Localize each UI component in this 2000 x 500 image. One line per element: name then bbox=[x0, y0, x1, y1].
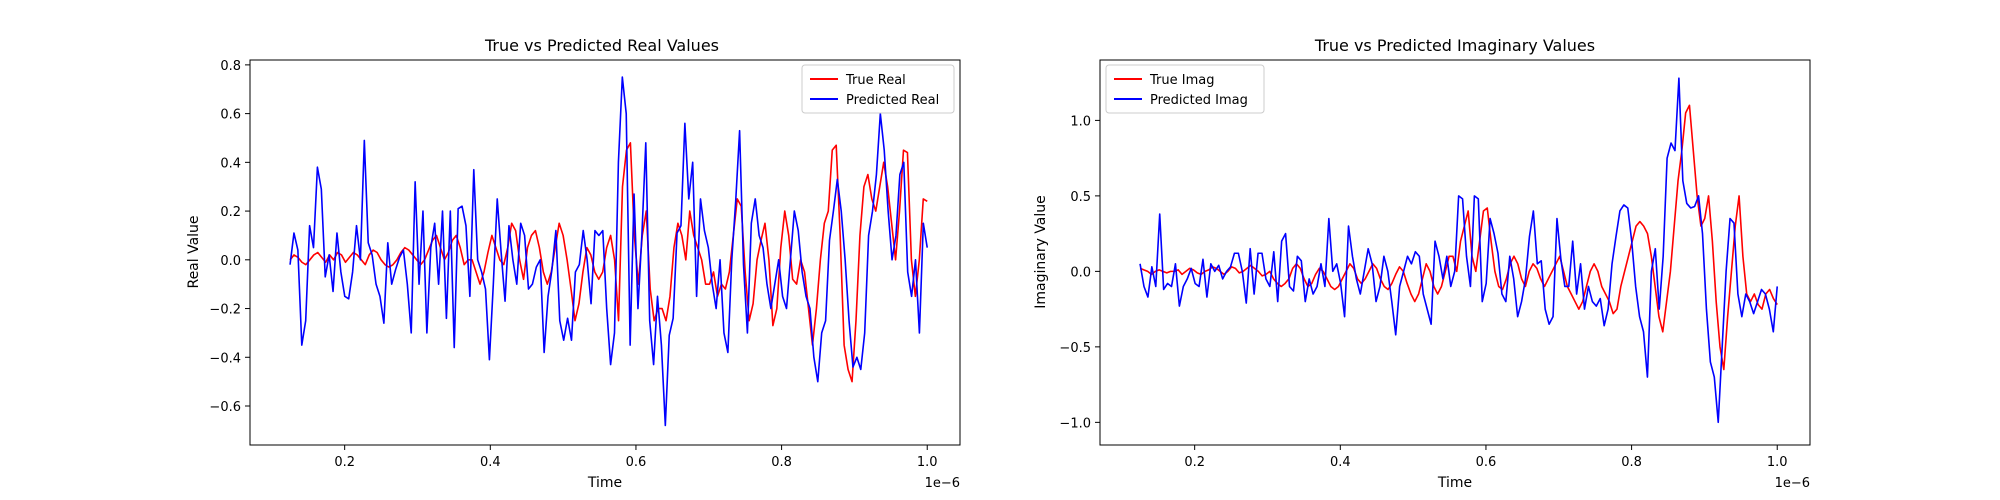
legend: True Imag Predicted Imag bbox=[1105, 64, 1265, 114]
x-tick-label: 0.8 bbox=[771, 455, 792, 470]
legend-label-predicted-imag: Predicted Imag bbox=[1150, 93, 1248, 108]
y-tick-label: −0.4 bbox=[209, 351, 241, 366]
y-tick-label: 1.0 bbox=[1070, 114, 1091, 129]
legend-box bbox=[801, 64, 955, 114]
y-tick-label: 0.0 bbox=[1070, 265, 1091, 280]
series-line-predicted-imag bbox=[1139, 77, 1779, 424]
series-layer bbox=[1139, 77, 1779, 424]
series-line-predicted-real bbox=[289, 76, 929, 427]
x-tick-label: 0.2 bbox=[1184, 455, 1205, 470]
x-axis-label: Time bbox=[587, 475, 622, 491]
x-ticks: 0.2 0.4 0.6 0.8 1.0 bbox=[334, 445, 938, 470]
y-tick-label: −1.0 bbox=[1059, 416, 1091, 431]
series-line-true-imag bbox=[1139, 104, 1778, 371]
y-tick-label: 0.5 bbox=[1070, 190, 1091, 205]
y-ticks: −1.0 −0.5 0.0 0.5 1.0 bbox=[1059, 114, 1100, 431]
y-tick-label: −0.6 bbox=[209, 400, 241, 415]
chart-title: True vs Predicted Real Values bbox=[484, 36, 719, 55]
y-tick-label: 0.8 bbox=[220, 59, 241, 74]
y-ticks: −0.6 −0.4 −0.2 0.0 0.2 0.4 0.6 0.8 bbox=[209, 59, 250, 415]
legend-label-true-real: True Real bbox=[845, 73, 906, 88]
y-tick-label: 0.4 bbox=[220, 156, 241, 171]
chart-title: True vs Predicted Imaginary Values bbox=[1314, 36, 1595, 55]
legend: True Real Predicted Real bbox=[801, 64, 955, 114]
y-axis-label: Imaginary Value bbox=[1033, 195, 1049, 309]
series-line-true-real bbox=[289, 142, 928, 383]
x-tick-label: 0.6 bbox=[1476, 455, 1497, 470]
plot-frame bbox=[249, 59, 961, 446]
x-tick-label: 0.4 bbox=[1330, 455, 1351, 470]
series-layer bbox=[289, 76, 929, 427]
x-tick-label: 1.0 bbox=[917, 455, 938, 470]
y-tick-label: 0.2 bbox=[220, 205, 241, 220]
y-tick-label: 0.6 bbox=[220, 108, 241, 123]
x-tick-label: 0.4 bbox=[480, 455, 501, 470]
y-tick-label: 0.0 bbox=[220, 254, 241, 269]
x-tick-label: 0.2 bbox=[334, 455, 355, 470]
x-tick-label: 0.8 bbox=[1621, 455, 1642, 470]
x-axis-label: Time bbox=[1437, 475, 1472, 491]
x-offset-label: 1e−6 bbox=[1775, 476, 1810, 491]
legend-label-predicted-real: Predicted Real bbox=[846, 93, 939, 108]
imaginary-values-panel: True vs Predicted Imaginary Values 0.2 0.… bbox=[1033, 36, 1811, 491]
x-tick-label: 1.0 bbox=[1767, 455, 1788, 470]
y-axis-label: Real Value bbox=[186, 215, 202, 288]
legend-label-true-imag: True Imag bbox=[1149, 73, 1214, 88]
y-tick-label: −0.2 bbox=[209, 303, 241, 318]
x-ticks: 0.2 0.4 0.6 0.8 1.0 bbox=[1184, 445, 1788, 470]
legend-box bbox=[1105, 64, 1265, 114]
x-offset-label: 1e−6 bbox=[925, 476, 960, 491]
x-tick-label: 0.6 bbox=[626, 455, 647, 470]
plot-frame bbox=[1099, 59, 1811, 446]
y-tick-label: −0.5 bbox=[1059, 341, 1091, 356]
real-values-panel: True vs Predicted Real Values 0.2 0.4 0.6 0… bbox=[186, 36, 961, 491]
